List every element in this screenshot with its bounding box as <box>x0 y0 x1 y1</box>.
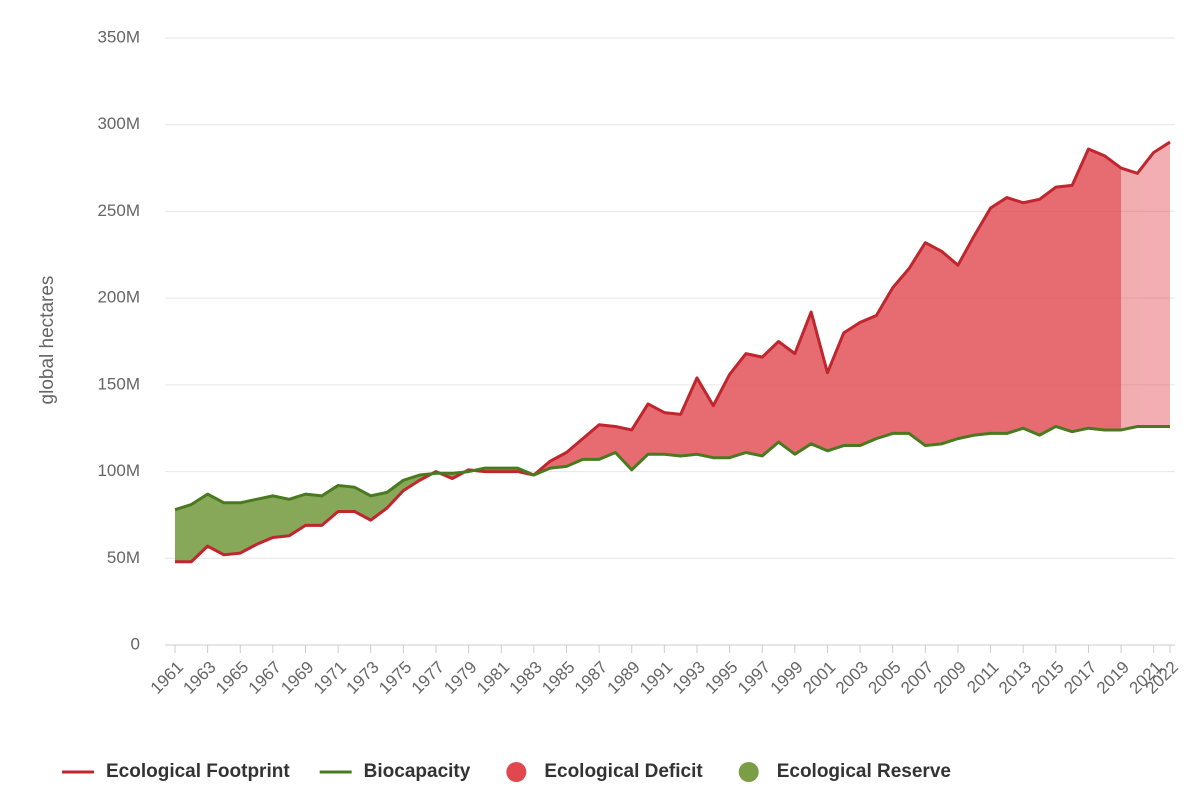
x-tick-label: 1969 <box>277 658 317 698</box>
x-tick-label: 2015 <box>1028 658 1068 698</box>
reserve-area <box>175 426 1122 562</box>
x-tick-label: 2017 <box>1060 658 1100 698</box>
y-tick-label: 350M <box>97 27 140 46</box>
y-tick-label: 200M <box>97 288 140 307</box>
x-tick-label: 1981 <box>473 658 513 698</box>
x-tick-label: 1975 <box>375 658 415 698</box>
deficit-clip <box>175 142 1122 510</box>
x-tick-label: 1991 <box>636 658 676 698</box>
x-tick-label: 1993 <box>669 658 709 698</box>
legend-label: Ecological Footprint <box>106 761 290 782</box>
x-tick-label: 1995 <box>701 658 741 698</box>
y-tick-label: 50M <box>107 548 140 567</box>
x-tick-label: 2019 <box>1093 658 1133 698</box>
x-tick-label: 2005 <box>865 658 905 698</box>
series-line <box>175 140 1171 564</box>
x-tick-label: 2001 <box>799 658 839 698</box>
x-tick-label: 1997 <box>734 658 774 698</box>
x-tick-label: 2003 <box>832 658 872 698</box>
x-tick-label: 1999 <box>767 658 807 698</box>
x-tick-label: 2013 <box>995 658 1035 698</box>
x-tick-label: 1989 <box>604 658 644 698</box>
x-tick-label: 1963 <box>179 658 219 698</box>
x-tick-label: 1965 <box>212 658 252 698</box>
y-tick-label: 100M <box>97 461 140 480</box>
deficit-area <box>175 142 1122 510</box>
legend-label: Biocapacity <box>364 761 471 782</box>
y-axis-title: global hectares <box>37 276 58 405</box>
x-tick-label: 1967 <box>245 658 285 698</box>
history <box>175 142 1122 562</box>
x-tick-label: 2009 <box>930 658 970 698</box>
x-tick-label: 1973 <box>343 658 383 698</box>
x-tick-label: 1979 <box>440 658 480 698</box>
y-tick-label: 300M <box>97 114 140 133</box>
x-tick-label: 1961 <box>147 658 187 698</box>
legend-dot <box>506 762 527 782</box>
x-tick-label: 1983 <box>506 658 546 698</box>
x-tick-label: 2007 <box>897 658 937 698</box>
x-tick-label: 1977 <box>408 658 448 698</box>
x-tick-label: 2011 <box>963 658 1002 697</box>
x-tick-label: 1987 <box>571 658 611 698</box>
y-tick-label: 250M <box>97 201 140 220</box>
series-line <box>174 424 1170 512</box>
legend-dot <box>738 762 759 782</box>
legend-label: Ecological Deficit <box>544 761 703 782</box>
legend-label: Ecological Reserve <box>777 761 951 782</box>
reserve-clip <box>175 426 1122 562</box>
y-tick-label: 150M <box>97 374 140 393</box>
x-tick-label: 1985 <box>538 658 578 698</box>
x-tick-label: 1971 <box>310 658 350 698</box>
y-tick-label: 0 <box>131 634 140 653</box>
legend: Ecological Footprint Biocapacity Ecologica… <box>62 761 951 782</box>
